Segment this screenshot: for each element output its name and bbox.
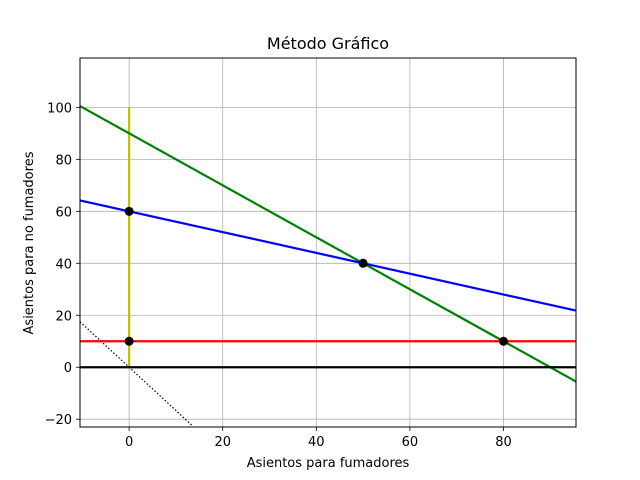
x-tick-label: 80 [495,435,512,450]
x-tick-label: 0 [125,435,133,450]
chart-title: Método Gráfico [267,34,389,53]
series-restriccion-verde [79,105,577,383]
y-ticks: −20 0 20 40 60 80 100 [45,101,80,428]
y-tick-label: 0 [64,361,72,376]
y-tick-label: 100 [47,101,72,116]
y-tick-label: 20 [55,309,72,324]
y-tick-label: 60 [55,205,72,220]
x-tick-label: 40 [308,435,325,450]
plot-frame [79,57,577,428]
y-tick-label: 40 [55,257,72,272]
data-point [124,206,134,216]
series-funcion-objetivo [79,321,193,427]
x-ticks: 0 20 40 60 80 [125,427,512,450]
x-axis-label: Asientos para fumadores [247,456,410,471]
data-point [124,336,134,346]
y-tick-label: −20 [45,413,72,428]
x-tick-label: 60 [402,435,419,450]
grid [80,58,576,427]
data-point [498,336,508,346]
series-group [79,105,577,427]
y-tick-label: 80 [55,153,72,168]
points-group [124,206,508,346]
y-axis-label: Asientos para no fumadores [22,151,37,334]
series-restriccion-azul [79,199,577,312]
x-tick-label: 20 [214,435,231,450]
data-point [358,258,368,268]
